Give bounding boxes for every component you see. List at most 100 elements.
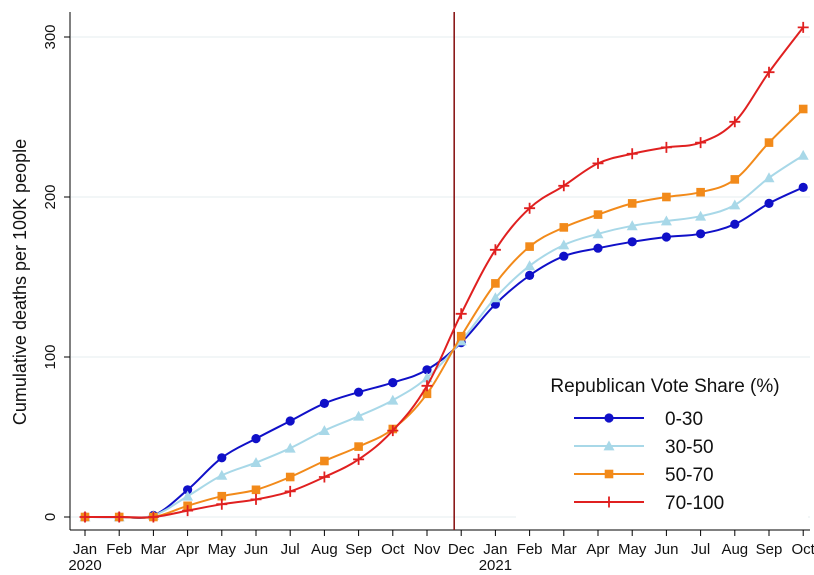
data-point-30-50 bbox=[318, 425, 330, 435]
data-point-70-100 bbox=[592, 157, 604, 169]
data-point-50-70 bbox=[354, 442, 363, 451]
data-point-70-100 bbox=[216, 498, 228, 510]
data-point-30-50 bbox=[660, 215, 672, 226]
legend-background bbox=[516, 363, 808, 525]
data-point-30-50 bbox=[182, 490, 194, 501]
data-point-0-30 bbox=[388, 378, 398, 388]
data-point-50-70 bbox=[662, 192, 671, 202]
y-axis-title: Cumulative deaths per 100K people bbox=[10, 139, 30, 425]
data-point-30-50 bbox=[729, 199, 741, 210]
data-point-50-70 bbox=[422, 389, 432, 399]
data-point-70-100 bbox=[763, 66, 775, 78]
data-point-70-100 bbox=[695, 137, 707, 149]
data-point-0-30 bbox=[661, 232, 672, 242]
legend-item-0-30: 0-30 bbox=[574, 409, 703, 430]
x-year-label: 2021 bbox=[479, 557, 512, 574]
data-point-50-70 bbox=[525, 242, 534, 251]
data-point-70-100 bbox=[626, 148, 638, 160]
data-point-70-100 bbox=[250, 493, 262, 505]
y-tick-label: 0 bbox=[42, 513, 59, 521]
legend-label: 70-100 bbox=[665, 493, 724, 514]
legend-items: 0-30 30-50 50-70 70-100 bbox=[574, 409, 724, 514]
y-tick-label: 100 bbox=[42, 344, 59, 369]
x-tick-label: Jun bbox=[654, 541, 678, 558]
data-point-0-30 bbox=[764, 198, 774, 208]
data-point-70-100 bbox=[797, 21, 809, 33]
data-point-0-30 bbox=[422, 365, 432, 375]
data-point-30-50 bbox=[695, 210, 707, 221]
legend-item-50-70: 50-70 bbox=[574, 465, 714, 486]
series-line-50-70 bbox=[85, 108, 804, 519]
data-point-70-100 bbox=[284, 485, 296, 497]
data-point-50-70 bbox=[217, 491, 227, 501]
legend-label: 30-50 bbox=[665, 437, 714, 458]
data-point-30-50 bbox=[284, 442, 296, 453]
data-point-70-100 bbox=[113, 511, 125, 523]
data-point-30-50 bbox=[797, 149, 809, 160]
data-point-0-30 bbox=[251, 434, 261, 444]
legend-item-30-50: 30-50 bbox=[574, 437, 714, 458]
x-tick-label: Mar bbox=[551, 541, 577, 558]
data-point-50-70 bbox=[251, 485, 261, 495]
data-point-30-50 bbox=[763, 172, 775, 183]
data-point-0-30 bbox=[217, 453, 227, 463]
data-point-50-70 bbox=[491, 279, 500, 288]
data-point-70-100 bbox=[660, 141, 672, 153]
data-point-50-70 bbox=[730, 175, 740, 184]
data-point-30-50 bbox=[250, 457, 262, 467]
data-point-30-50 bbox=[353, 410, 365, 421]
data-point-30-50 bbox=[592, 228, 604, 239]
data-point-70-100 bbox=[182, 505, 194, 517]
x-tick-label: Oct bbox=[381, 541, 405, 558]
data-point-70-100 bbox=[421, 380, 433, 392]
data-point-70-100 bbox=[318, 471, 330, 483]
legend: Republican Vote Share (%) 0-30 30-50 50-70… bbox=[516, 363, 808, 525]
series-line-30-50 bbox=[84, 154, 804, 519]
x-tick-label: Aug bbox=[721, 541, 748, 558]
data-point-30-50 bbox=[387, 394, 399, 405]
data-point-50-70 bbox=[593, 210, 603, 219]
data-point-50-70 bbox=[285, 472, 295, 482]
data-point-0-30 bbox=[730, 219, 740, 229]
data-point-30-50 bbox=[524, 260, 536, 271]
x-tick-label: Nov bbox=[414, 541, 441, 558]
data-point-0-30 bbox=[319, 398, 329, 408]
x-tick-label: Dec bbox=[448, 541, 475, 558]
data-point-0-30 bbox=[696, 229, 706, 239]
series-line-70-100 bbox=[85, 26, 804, 519]
x-tick-label: Jul bbox=[281, 541, 300, 558]
x-tick-label: Sep bbox=[756, 541, 783, 558]
data-point-0-30 bbox=[559, 251, 569, 261]
axes bbox=[69, 12, 810, 531]
legend-label: 0-30 bbox=[665, 409, 703, 430]
data-point-50-70 bbox=[798, 104, 808, 114]
data-point-30-50 bbox=[626, 220, 638, 231]
data-point-70-100 bbox=[558, 180, 570, 192]
x-tick-label: Feb bbox=[517, 541, 543, 558]
x-tick-label: Feb bbox=[106, 541, 132, 558]
data-point-50-70 bbox=[764, 138, 774, 147]
data-point-30-50 bbox=[558, 239, 570, 250]
legend-item-70-100: 70-100 bbox=[574, 493, 724, 514]
x-ticks: Jan Feb Mar Apr May Jun Jul Aug Sep Oct Nov Dec Jan F… bbox=[68, 530, 814, 574]
data-point-70-100 bbox=[353, 453, 365, 465]
legend-label: 50-70 bbox=[665, 465, 714, 486]
data-point-0-30 bbox=[798, 182, 808, 192]
x-tick-label: Mar bbox=[140, 541, 166, 558]
x-tick-label: Aug bbox=[311, 541, 338, 558]
data-point-0-30 bbox=[627, 237, 637, 247]
data-point-0-30 bbox=[593, 243, 603, 253]
data-point-50-70 bbox=[627, 199, 637, 208]
y-tick-label: 200 bbox=[42, 184, 59, 209]
data-point-0-30 bbox=[183, 485, 193, 495]
legend-swatch-marker bbox=[604, 413, 614, 423]
legend-swatch-marker bbox=[604, 469, 614, 479]
x-tick-label: Apr bbox=[586, 541, 609, 558]
x-tick-label: Apr bbox=[176, 541, 199, 558]
data-point-50-70 bbox=[456, 331, 466, 341]
x-tick-label: Sep bbox=[345, 541, 372, 558]
y-tick-label: 300 bbox=[42, 24, 59, 49]
x-year-label: 2020 bbox=[68, 557, 101, 574]
y-ticks: 0 100 200 300 bbox=[42, 24, 70, 521]
x-tick-label: Oct bbox=[792, 541, 814, 558]
